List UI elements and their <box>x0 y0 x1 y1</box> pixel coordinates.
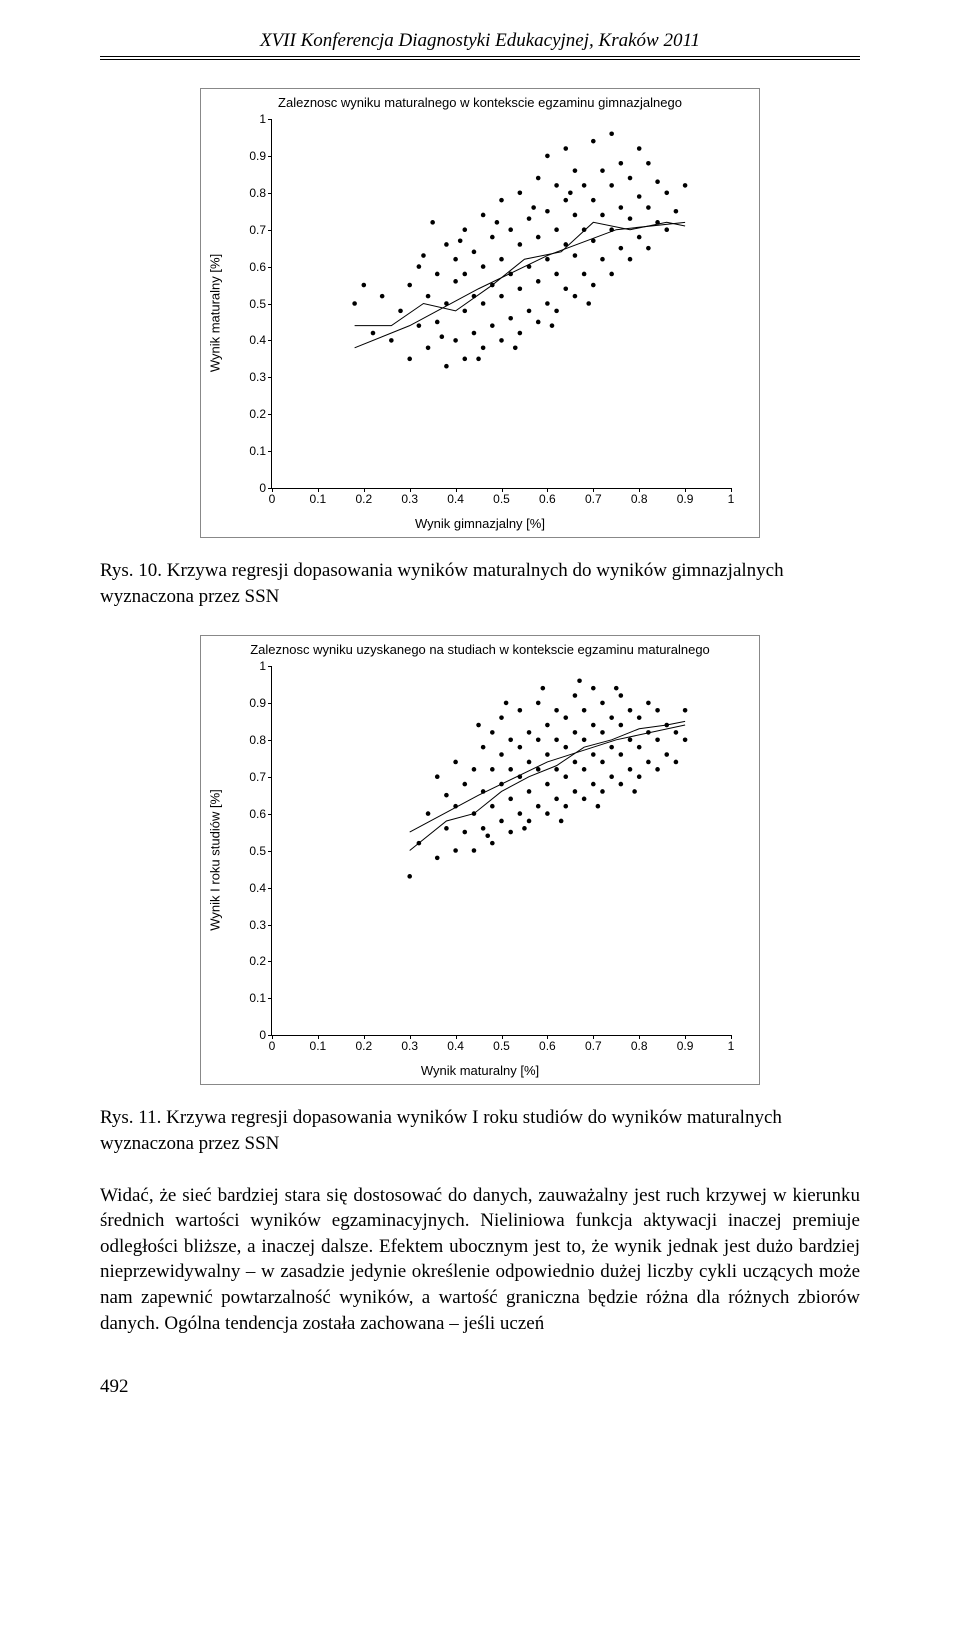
page-number: 492 <box>100 1376 860 1398</box>
x-tick-label: 0.4 <box>447 1039 464 1053</box>
running-header: XVII Konferencja Diagnostyki Edukacyjnej… <box>100 30 860 52</box>
chart-2-title: Zaleznosc wyniku uzyskanego na studiach … <box>201 642 759 657</box>
chart-svg <box>272 119 731 488</box>
x-tick-label: 0.3 <box>401 1039 418 1053</box>
x-tick-label: 0.1 <box>310 492 327 506</box>
x-tick-label: 0.6 <box>539 492 556 506</box>
x-tick-label: 0.2 <box>355 1039 372 1053</box>
y-tick-label: 1 <box>259 112 266 126</box>
x-tick-label: 0.5 <box>493 492 510 506</box>
y-tick-label: 0.8 <box>249 733 266 747</box>
chart-svg <box>272 666 731 1035</box>
y-tick-label: 0.1 <box>249 991 266 1005</box>
x-tick-label: 0.7 <box>585 1039 602 1053</box>
y-tick-label: 0.4 <box>249 881 266 895</box>
x-tick-label: 0.8 <box>631 492 648 506</box>
figure-caption-2: Rys. 11. Krzywa regresji dopasowania wyn… <box>100 1105 860 1156</box>
x-tick-label: 0.1 <box>310 1039 327 1053</box>
chart-2: Zaleznosc wyniku uzyskanego na studiach … <box>200 635 760 1085</box>
x-tick-label: 0.6 <box>539 1039 556 1053</box>
x-tick-label: 0.9 <box>677 492 694 506</box>
x-tick-label: 0.3 <box>401 492 418 506</box>
x-tick-label: 0.8 <box>631 1039 648 1053</box>
y-tick-label: 0 <box>259 481 266 495</box>
chart-2-plot: 00.10.20.30.40.50.60.70.80.9100.10.20.30… <box>271 666 731 1036</box>
y-tick-label: 0.5 <box>249 844 266 858</box>
chart-2-ylabel: Wynik I roku studiów [%] <box>208 790 223 931</box>
x-tick-label: 0.9 <box>677 1039 694 1053</box>
y-tick-label: 0.6 <box>249 807 266 821</box>
y-tick-label: 0.2 <box>249 407 266 421</box>
x-tick-label: 0.5 <box>493 1039 510 1053</box>
y-tick-label: 0.3 <box>249 918 266 932</box>
y-tick-label: 0 <box>259 1028 266 1042</box>
figure-caption-1: Rys. 10. Krzywa regresji dopasowania wyn… <box>100 558 860 609</box>
chart-2-xlabel: Wynik maturalny [%] <box>201 1063 759 1078</box>
x-tick-label: 0 <box>269 1039 276 1053</box>
y-tick-label: 0.8 <box>249 186 266 200</box>
y-tick-label: 0.4 <box>249 333 266 347</box>
y-tick-label: 0.9 <box>249 149 266 163</box>
x-tick-label: 0.7 <box>585 492 602 506</box>
chart-1-xlabel: Wynik gimnazjalny [%] <box>201 516 759 531</box>
chart-1-title: Zaleznosc wyniku maturalnego w konteksci… <box>201 95 759 110</box>
header-rule <box>100 56 860 60</box>
y-tick-label: 0.5 <box>249 297 266 311</box>
x-tick-label: 0.4 <box>447 492 464 506</box>
y-tick-label: 0.1 <box>249 444 266 458</box>
chart-1-plot: 00.10.20.30.40.50.60.70.80.9100.10.20.30… <box>271 119 731 489</box>
chart-1: Zaleznosc wyniku maturalnego w konteksci… <box>200 88 760 538</box>
y-tick-label: 0.7 <box>249 223 266 237</box>
y-tick-label: 0.6 <box>249 260 266 274</box>
chart-1-ylabel: Wynik maturalny [%] <box>208 254 223 372</box>
x-tick-label: 1 <box>728 1039 735 1053</box>
y-tick-label: 0.9 <box>249 696 266 710</box>
y-tick-label: 1 <box>259 659 266 673</box>
x-tick-label: 0 <box>269 492 276 506</box>
y-tick-label: 0.3 <box>249 370 266 384</box>
x-tick-label: 1 <box>728 492 735 506</box>
body-paragraph: Widać, że sieć bardziej stara się dostos… <box>100 1183 860 1337</box>
y-tick-label: 0.2 <box>249 954 266 968</box>
page: XVII Konferencja Diagnostyki Edukacyjnej… <box>0 0 960 1438</box>
y-tick-label: 0.7 <box>249 770 266 784</box>
x-tick-label: 0.2 <box>355 492 372 506</box>
